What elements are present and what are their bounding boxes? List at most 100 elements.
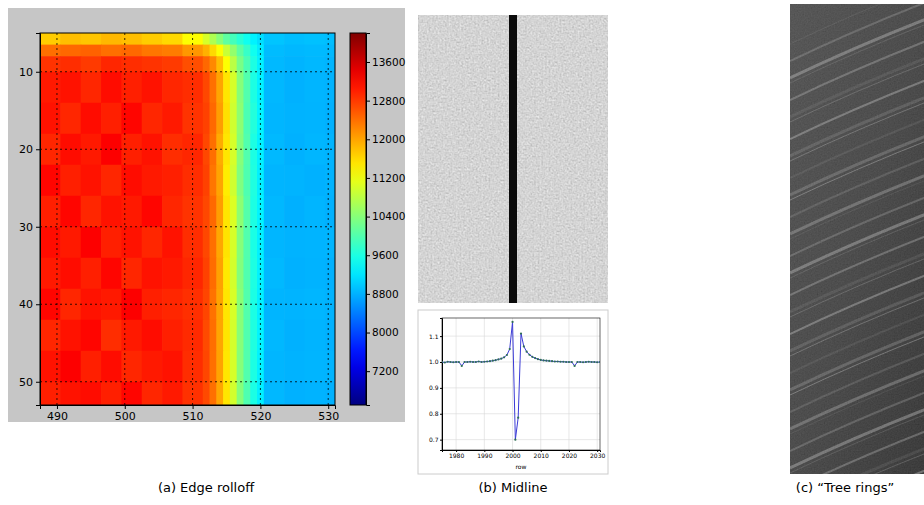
- tick: 10400: [366, 210, 405, 222]
- heatmap-cell: [243, 227, 250, 259]
- heatmap-cell: [60, 320, 81, 352]
- tick-label: 0.8: [429, 410, 439, 417]
- heatmap-cell: [216, 382, 223, 405]
- data-point: [526, 351, 528, 353]
- data-point: [528, 354, 530, 356]
- tick-mark: [36, 227, 40, 228]
- heatmap-cell: [203, 45, 210, 57]
- heatmap-cell: [325, 103, 335, 135]
- heatmap-cell: [264, 45, 285, 57]
- heatmap-cell: [60, 56, 81, 72]
- heatmap-cell: [142, 165, 163, 197]
- plot-frame: [442, 318, 600, 450]
- heatmap-cell: [81, 227, 102, 259]
- image-texture: [418, 15, 608, 303]
- heatmap-cell: [142, 320, 163, 352]
- tick: 2000: [505, 450, 520, 459]
- heatmap-cell: [162, 196, 183, 228]
- heatmap-cell: [203, 56, 210, 72]
- tick: 11200: [366, 172, 405, 184]
- axis-title: row: [516, 463, 527, 470]
- data-point: [452, 361, 454, 363]
- data-point: [478, 360, 480, 362]
- heatmap-cell: [81, 165, 102, 197]
- heatmap-cell: [101, 165, 122, 197]
- tick: 1.1: [429, 333, 442, 340]
- heatmap-cell: [304, 227, 325, 259]
- heatmap-cell: [243, 289, 250, 321]
- heatmap-cell: [40, 227, 61, 259]
- heatmap-cell: [210, 351, 217, 383]
- heatmap-cell: [230, 382, 237, 405]
- heatmap-cell: [325, 196, 335, 228]
- tick-label: 9600: [372, 249, 399, 261]
- data-point: [466, 361, 468, 363]
- heatmap-cell: [203, 351, 210, 383]
- heatmap-cell: [216, 56, 223, 72]
- heatmap-cell: [210, 227, 217, 259]
- figure: 4905005105205301020304050720080008800960…: [0, 0, 924, 505]
- data-point: [568, 361, 570, 363]
- grid-line: [40, 381, 335, 382]
- tick: 1980: [449, 450, 464, 459]
- heatmap-cell: [304, 289, 325, 321]
- tick: 1990: [477, 450, 492, 459]
- tick-mark: [440, 414, 442, 415]
- heatmap-cell: [264, 56, 285, 72]
- image-texture: [790, 4, 924, 474]
- colorbar: [350, 33, 366, 405]
- heatmap-cell: [40, 258, 61, 290]
- heatmap-cell: [216, 196, 223, 228]
- heatmap-cell: [101, 320, 122, 352]
- tick-label: 1990: [477, 452, 492, 459]
- heatmap-cell: [257, 351, 264, 383]
- grid-line: [192, 33, 193, 405]
- heatmap-cell: [210, 72, 217, 104]
- tick-label: 500: [115, 410, 136, 423]
- tick-mark: [366, 255, 370, 256]
- heatmap-cell: [223, 33, 230, 45]
- heatmap-cell: [81, 56, 102, 72]
- heatmap-cell: [101, 45, 122, 57]
- tick-label: 13600: [372, 56, 405, 68]
- data-point: [551, 360, 553, 362]
- heatmap-cell: [237, 103, 244, 135]
- heatmap-cell: [243, 45, 250, 57]
- data-point: [537, 358, 539, 360]
- heatmap-cell: [250, 196, 257, 228]
- heatmap-cell: [230, 56, 237, 72]
- data-point: [579, 361, 581, 363]
- data-point: [461, 365, 463, 367]
- heatmap-cell: [243, 196, 250, 228]
- heatmap-cell: [284, 320, 305, 352]
- data-point: [509, 348, 511, 350]
- heatmap-cell: [243, 382, 250, 405]
- axis-line: [36, 34, 41, 406]
- heatmap-cell: [325, 382, 335, 405]
- tick-mark: [366, 178, 370, 179]
- heatmap-cell: [243, 33, 250, 45]
- heatmap-cell: [264, 196, 285, 228]
- heatmap-cell: [223, 56, 230, 72]
- tick-label: 0.7: [429, 436, 439, 443]
- heatmap-cell: [203, 320, 210, 352]
- heatmap-cell: [203, 227, 210, 259]
- data-point: [562, 361, 564, 363]
- tick: 30: [19, 221, 40, 234]
- heatmap-cell: [121, 45, 142, 57]
- heatmap-cell: [223, 320, 230, 352]
- heatmap-cell: [325, 227, 335, 259]
- heatmap-cell: [304, 103, 325, 135]
- heatmap-cell: [243, 351, 250, 383]
- tick: 490: [47, 405, 68, 423]
- heatmap-cell: [237, 351, 244, 383]
- heatmap-cell: [162, 45, 183, 57]
- tick-label: 2010: [534, 452, 549, 459]
- tick-label: 1.0: [429, 358, 439, 365]
- heatmap-cell: [81, 72, 102, 104]
- heatmap-cell: [216, 351, 223, 383]
- heatmap-cell: [101, 258, 122, 290]
- heatmap-cell: [142, 196, 163, 228]
- data-point: [469, 361, 471, 363]
- tick: 2020: [562, 450, 577, 459]
